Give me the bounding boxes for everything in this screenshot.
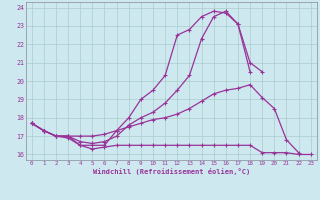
X-axis label: Windchill (Refroidissement éolien,°C): Windchill (Refroidissement éolien,°C) (92, 168, 250, 175)
